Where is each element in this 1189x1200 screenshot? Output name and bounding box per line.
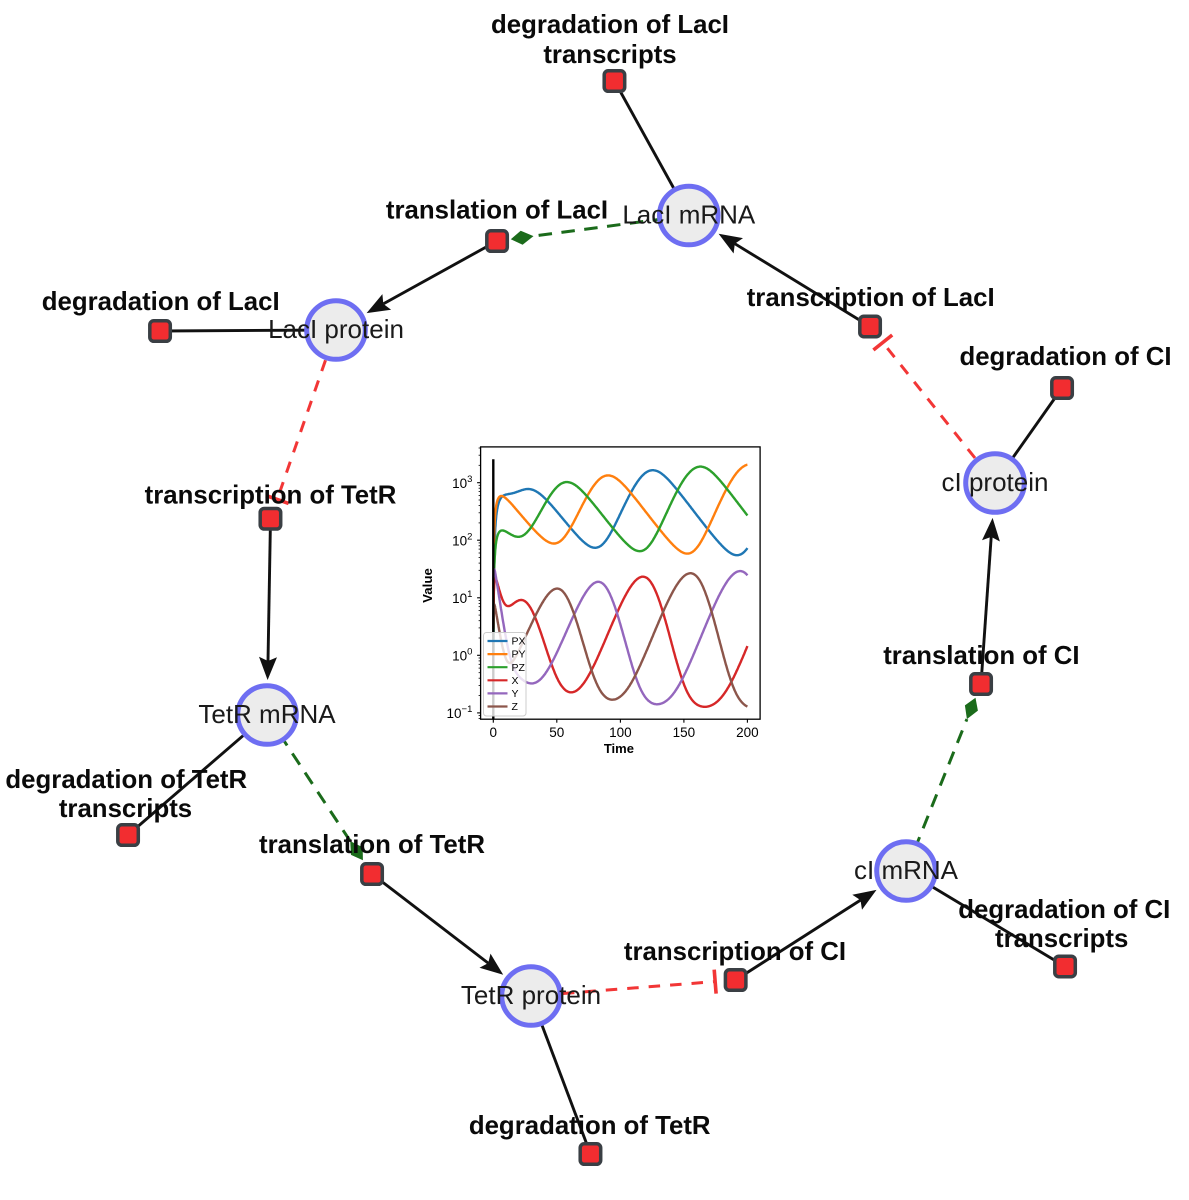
svg-text:cI mRNA: cI mRNA (854, 855, 959, 885)
svg-text:0: 0 (490, 725, 498, 740)
svg-text:degradation of CI: degradation of CI (959, 343, 1171, 371)
svg-text:transcription of LacI: transcription of LacI (747, 284, 995, 312)
svg-text:degradation of TetR: degradation of TetR (5, 766, 247, 794)
svg-text:degradation of CI: degradation of CI (958, 896, 1170, 924)
svg-text:200: 200 (736, 725, 759, 740)
svg-text:translation of CI: translation of CI (883, 642, 1079, 670)
svg-text:LacI mRNA: LacI mRNA (622, 200, 756, 230)
svg-text:degradation of LacI: degradation of LacI (491, 11, 729, 39)
svg-text:translation of TetR: translation of TetR (259, 831, 485, 859)
svg-text:translation of LacI: translation of LacI (386, 197, 608, 225)
svg-text:PZ: PZ (512, 662, 526, 674)
svg-text:Y: Y (512, 688, 519, 700)
svg-text:50: 50 (549, 725, 564, 740)
svg-text:degradation of TetR: degradation of TetR (469, 1112, 711, 1140)
svg-text:TetR protein: TetR protein (461, 980, 601, 1010)
svg-text:X: X (512, 675, 519, 687)
svg-text:Z: Z (512, 701, 519, 713)
svg-text:transcription of CI: transcription of CI (624, 938, 846, 966)
svg-text:transcripts: transcripts (543, 41, 676, 69)
svg-text:transcripts: transcripts (59, 795, 192, 823)
svg-text:PX: PX (512, 636, 526, 648)
svg-text:Value: Value (420, 568, 435, 603)
svg-text:transcripts: transcripts (995, 925, 1128, 953)
svg-text:PY: PY (512, 649, 526, 661)
svg-text:LacI protein: LacI protein (268, 314, 404, 344)
svg-text:degradation of LacI: degradation of LacI (42, 288, 280, 316)
svg-text:cI protein: cI protein (942, 467, 1049, 497)
svg-text:TetR mRNA: TetR mRNA (198, 699, 336, 729)
svg-text:100: 100 (609, 725, 632, 740)
svg-text:transcription of TetR: transcription of TetR (145, 482, 397, 510)
svg-text:150: 150 (673, 725, 696, 740)
svg-text:Time: Time (604, 741, 634, 756)
